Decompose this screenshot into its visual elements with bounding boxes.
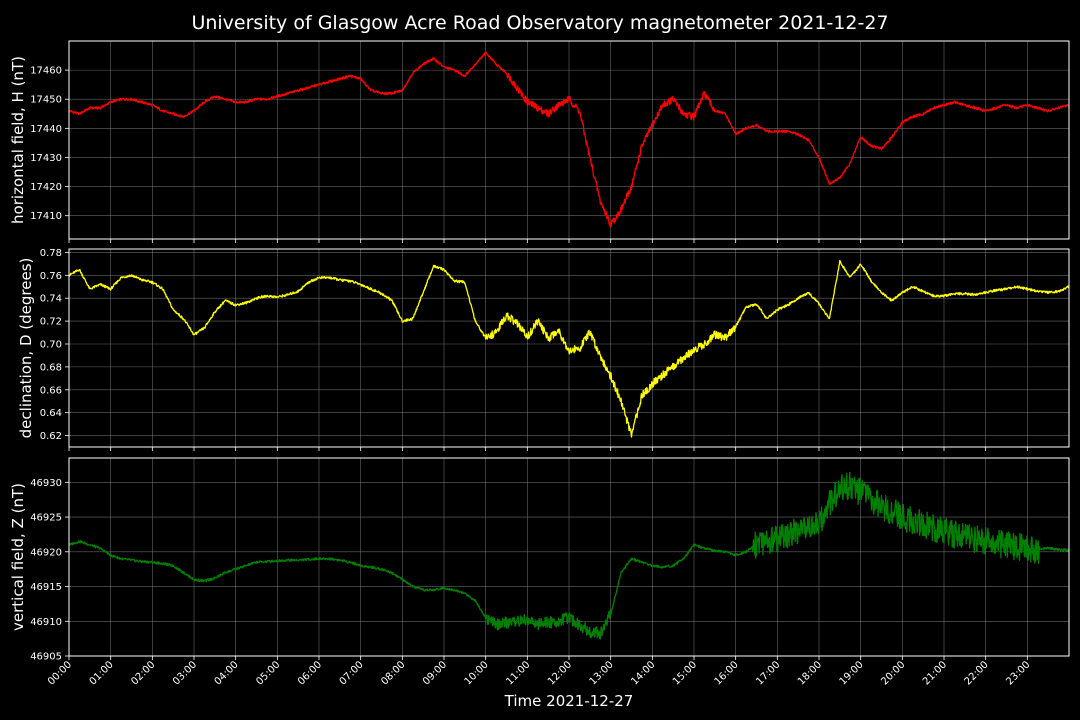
y-tick-label-z: 46930 (30, 478, 62, 489)
panel-declination: declination, D (degrees) 0.62 0.64 0.66 0.6… (17, 248, 1070, 451)
y-tick-label-d: 0.68 (40, 362, 62, 373)
y-tick-label-z: 46920 (30, 547, 62, 558)
panel-vertical-field: vertical field, Z (nT) 46905 46910 46915 46… (9, 457, 1070, 663)
y-tick-label-z: 46915 (30, 582, 62, 593)
y-tick-label-h: 17450 (30, 95, 62, 106)
series-line-z (68, 471, 1070, 640)
series-line-h (68, 51, 1070, 228)
y-axis-label-d: declination, D (degrees) (17, 258, 35, 439)
y-tick-label-d: 0.78 (40, 248, 62, 259)
plot-frame-z (68, 457, 1070, 657)
y-tick-label-d: 0.74 (40, 294, 62, 305)
y-axis-label-h: horizontal field, H (nT) (9, 56, 27, 224)
y-tick-label-h: 17460 (30, 66, 62, 77)
x-axis-label: Time 2021-12-27 (504, 692, 634, 710)
y-tick-label-d: 0.72 (40, 317, 62, 328)
y-tick-label-d: 0.64 (40, 408, 62, 419)
y-axis-label-z: vertical field, Z (nT) (9, 483, 27, 631)
y-tick-label-h: 17420 (30, 182, 62, 193)
panel-horizontal-field: horizontal field, H (nT) 17410 17420 17430… (9, 40, 1070, 243)
y-tick-label-z: 46905 (30, 652, 62, 663)
plot-frame-d (68, 248, 1070, 448)
y-tick-label-d: 0.70 (40, 339, 62, 350)
y-tick-label-h: 17430 (30, 153, 62, 164)
y-tick-label-z: 46925 (30, 513, 62, 524)
chart-title: University of Glasgow Acre Road Observat… (191, 12, 888, 34)
y-tick-label-d: 0.66 (40, 385, 62, 396)
y-tick-label-h: 17410 (30, 211, 62, 222)
y-tick-label-z: 46910 (30, 617, 62, 628)
plot-frame-h (68, 40, 1070, 240)
y-tick-label-h: 17440 (30, 124, 62, 135)
y-tick-label-d: 0.76 (40, 271, 62, 282)
y-tick-label-d: 0.62 (40, 431, 62, 442)
series-line-d (68, 259, 1070, 438)
